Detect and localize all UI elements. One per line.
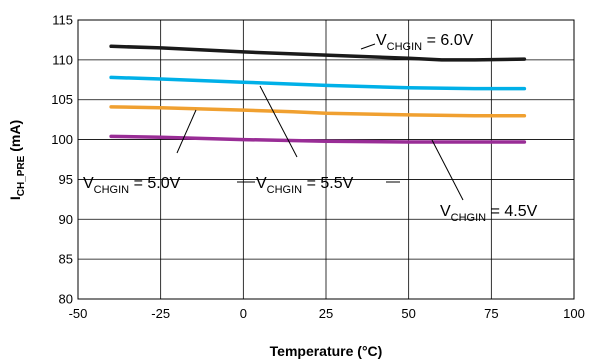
leader-6v (360, 43, 376, 50)
series-line-3 (109, 134, 527, 144)
leader-50v (176, 109, 197, 154)
leader-45v (431, 139, 464, 201)
x-tick-label: 75 (484, 306, 498, 321)
y-tick-label: 115 (52, 13, 73, 28)
plot-frame (77, 19, 575, 300)
x-axis-title: Temperature (°C) (270, 343, 383, 359)
leader-55v (259, 85, 298, 158)
y-tick-label: 85 (59, 252, 73, 267)
series-line-1 (109, 75, 527, 91)
x-tick-label: 100 (563, 306, 585, 321)
series-line-0 (109, 44, 527, 62)
x-tick-label: -25 (151, 306, 170, 321)
x-tick-label: -50 (69, 306, 88, 321)
leader-layer (176, 43, 464, 201)
x-tick-label: 50 (401, 306, 415, 321)
y-axis-title: ICH_PRE (mA) (7, 120, 27, 200)
tick-layer: -50 -25 0 25 50 75 100 80 85 90 95 100 105 110 115 (51, 13, 585, 322)
y-tick-label: 105 (51, 92, 73, 107)
y-tick-label: 110 (52, 52, 73, 67)
y-tick-label: 90 (59, 212, 73, 227)
label-45v: VCHGIN = 4.5V (440, 203, 538, 224)
label-5v: VCHGIN = 5.0V (83, 175, 181, 196)
y-tick-label: 100 (51, 132, 73, 147)
grid (77, 19, 575, 300)
label-6v: VCHGIN = 6.0V (376, 32, 474, 53)
y-tick-label: 80 (59, 292, 73, 307)
label-55v: VCHGIN = 5.5V (256, 175, 354, 196)
series-layer (109, 44, 527, 144)
x-tick-label: 25 (319, 306, 333, 321)
x-tick-label: 0 (240, 306, 247, 321)
y-tick-label: 95 (59, 172, 73, 187)
series-line-2 (109, 105, 527, 118)
